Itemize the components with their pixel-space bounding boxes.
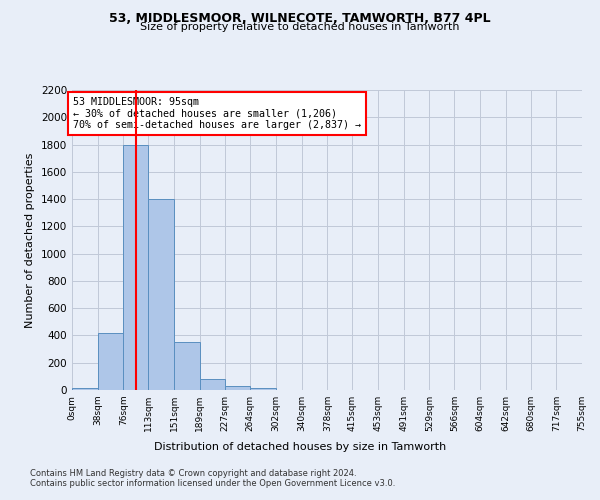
Y-axis label: Number of detached properties: Number of detached properties: [25, 152, 35, 328]
Text: Size of property relative to detached houses in Tamworth: Size of property relative to detached ho…: [140, 22, 460, 32]
Bar: [174, 342, 200, 390]
Bar: [148, 199, 174, 390]
Bar: [200, 379, 226, 390]
Bar: [250, 388, 276, 390]
Bar: [98, 332, 124, 390]
Bar: [226, 386, 250, 390]
Text: Distribution of detached houses by size in Tamworth: Distribution of detached houses by size …: [154, 442, 446, 452]
Text: Contains HM Land Registry data © Crown copyright and database right 2024.: Contains HM Land Registry data © Crown c…: [30, 468, 356, 477]
Text: 53, MIDDLESMOOR, WILNECOTE, TAMWORTH, B77 4PL: 53, MIDDLESMOOR, WILNECOTE, TAMWORTH, B7…: [109, 12, 491, 26]
Text: Contains public sector information licensed under the Open Government Licence v3: Contains public sector information licen…: [30, 478, 395, 488]
Bar: [124, 144, 148, 390]
Text: 53 MIDDLESMOOR: 95sqm
← 30% of detached houses are smaller (1,206)
70% of semi-d: 53 MIDDLESMOOR: 95sqm ← 30% of detached …: [73, 97, 361, 130]
Bar: [72, 388, 98, 390]
